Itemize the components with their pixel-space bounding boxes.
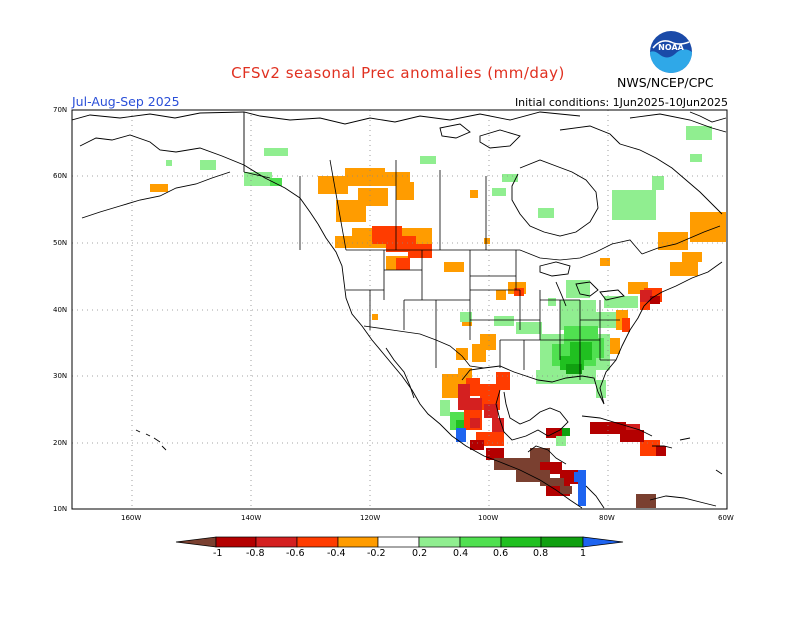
chart-title: CFSv2 seasonal Prec anomalies (mm/day) [231, 64, 565, 82]
logo-text: NOAA [658, 43, 684, 52]
colorbar-end-right [582, 536, 624, 548]
lon-label: 140W [241, 514, 262, 522]
lon-label: 60W [718, 514, 734, 522]
colorbar-segment [418, 536, 461, 548]
colorbar-segment [540, 536, 584, 548]
lat-label: 20N [53, 439, 68, 447]
political-borders [243, 159, 643, 465]
colorbar-segment [337, 536, 379, 548]
colorbar-segment [215, 536, 257, 548]
colorbar-label: 0.6 [493, 548, 509, 559]
colorbar-label: 1 [580, 548, 587, 559]
colorbar-segment [459, 536, 502, 548]
lat-label: 10N [53, 505, 68, 513]
initial-conditions: Initial conditions: 1Jun2025-10Jun2025 [514, 96, 728, 109]
noaa-logo: NOAA [650, 31, 692, 73]
forecast-period: Jul-Aug-Sep 2025 [72, 94, 180, 109]
colorbar-label: 0.2 [412, 548, 428, 559]
colorbar-segment [500, 536, 542, 548]
lon-label: 100W [478, 514, 499, 522]
colorbar-label: -0.8 [246, 548, 265, 559]
colorbar-label: -0.6 [286, 548, 305, 559]
lon-label: 120W [360, 514, 381, 522]
colorbar-label: 0.4 [453, 548, 469, 559]
lat-label: 70N [53, 106, 68, 114]
lon-label: 80W [599, 514, 615, 522]
colorbar-segment [296, 536, 339, 548]
coastlines [72, 111, 727, 509]
colorbar-segment [377, 536, 420, 548]
colorbar-label: -1 [213, 548, 223, 559]
map-frame [71, 109, 728, 510]
lon-label: 160W [121, 514, 142, 522]
lat-label: 60N [53, 172, 68, 180]
lat-label: 50N [53, 239, 68, 247]
colorbar-label: -0.2 [367, 548, 386, 559]
lat-label: 40N [53, 306, 68, 314]
lat-label: 30N [53, 372, 68, 380]
agency-label: NWS/NCEP/CPC [617, 75, 714, 90]
colorbar-label: 0.8 [533, 548, 549, 559]
colorbar-segment [255, 536, 298, 548]
colorbar-label: -0.4 [327, 548, 346, 559]
colorbar-end-left [175, 536, 217, 548]
